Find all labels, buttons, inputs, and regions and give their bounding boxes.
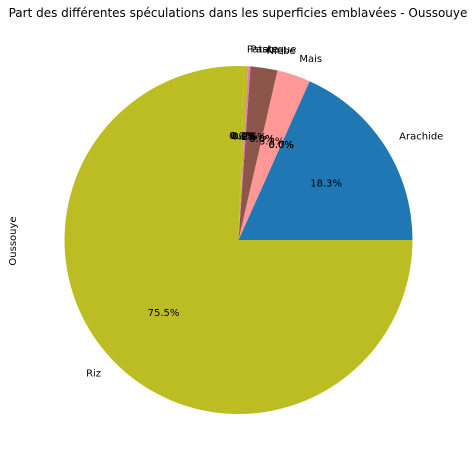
pie-category-label: Riz xyxy=(86,369,101,380)
pie-slice-riz xyxy=(64,66,413,414)
chart-title: Part des différentes spéculations dans l… xyxy=(9,6,468,20)
pie-percent-label: 3.1% xyxy=(259,137,284,148)
pie-percent-label: 0.0% xyxy=(268,140,293,151)
pie-category-label: Arachide xyxy=(399,131,443,142)
pie-percent-label: 0.0% xyxy=(229,131,254,142)
pie-percent-label: 0.0% xyxy=(268,140,293,151)
pie-labels: 18.3%Arachide0.0%0.0%0.0%3.1%Mais0.0%0.0… xyxy=(86,44,443,379)
pie-percent-label: 0.0% xyxy=(268,140,293,151)
pie-percent-label: 0.2% xyxy=(232,131,257,142)
pie-percent-label: 0.0% xyxy=(249,134,274,145)
pie-category-label: Pasteque xyxy=(251,44,297,55)
pie-category-label: Mais xyxy=(299,54,322,65)
pie-category-label: Patate xyxy=(247,44,279,55)
pie-slice-arachide xyxy=(238,81,413,240)
pie-slice-pasteque xyxy=(238,66,251,240)
pie-percent-label: 0.4% xyxy=(230,131,255,142)
pie-slices xyxy=(64,66,413,414)
pie-percent-label: 18.3% xyxy=(310,179,342,190)
pie-percent-label: 2.5% xyxy=(241,132,266,143)
pie-percent-label: 0.0% xyxy=(249,134,274,145)
pie-category-label: Niebe xyxy=(267,46,296,57)
pie-slice-patate xyxy=(238,66,249,240)
y-axis-label: Oussouye xyxy=(8,216,19,265)
pie-slice-niebe xyxy=(238,66,278,240)
pie-slice-mais xyxy=(238,70,310,240)
pie-percent-label: 75.5% xyxy=(148,308,180,319)
pie-percent-label: 0.0% xyxy=(232,131,257,142)
